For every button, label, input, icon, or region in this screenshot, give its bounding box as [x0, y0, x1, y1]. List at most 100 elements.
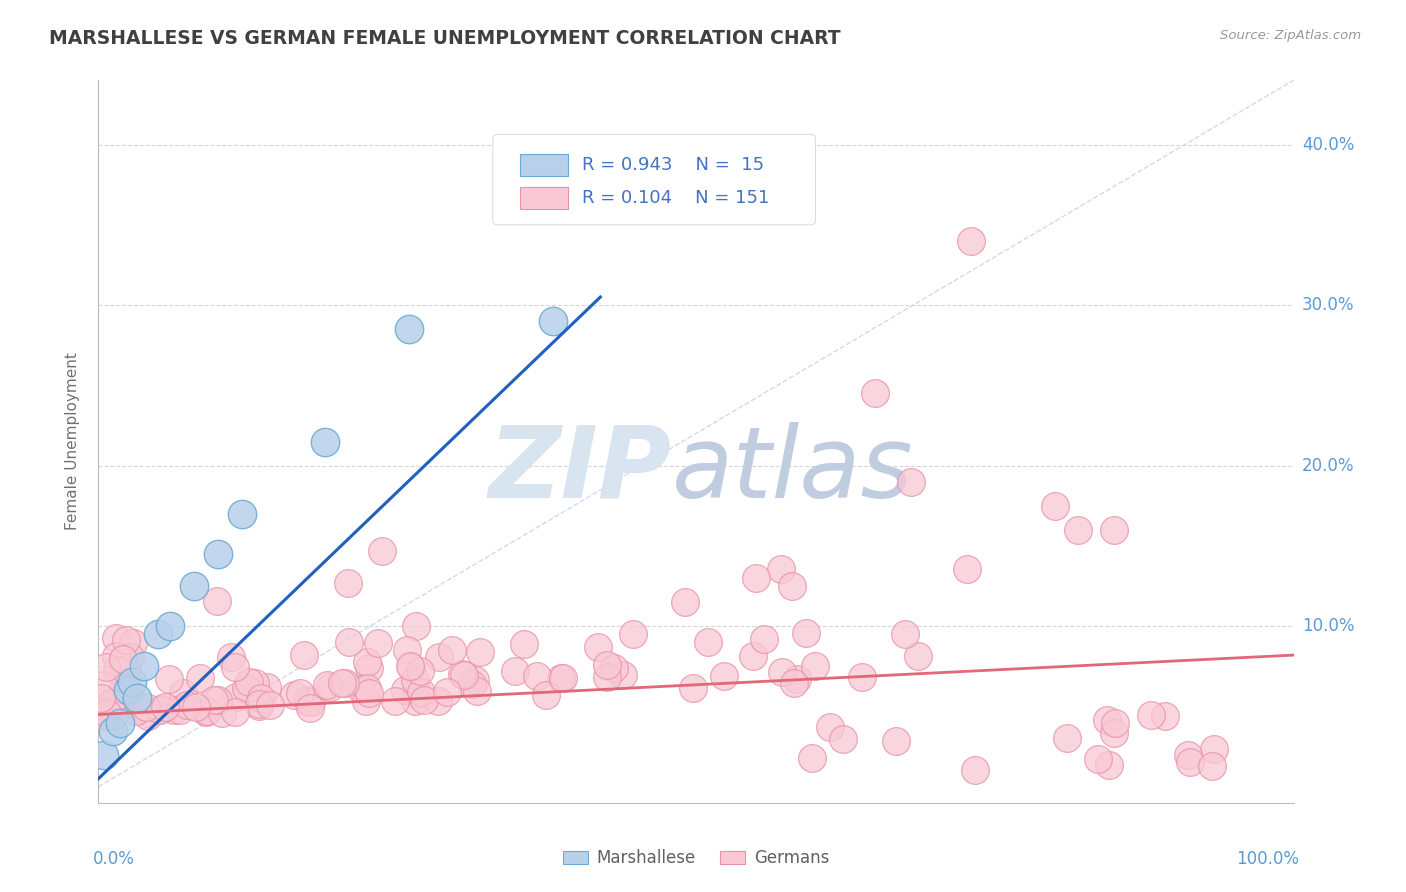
Point [907, 648, 929, 663]
Point [682, 681, 704, 695]
Point [96, 705, 118, 719]
Point [125, 691, 148, 706]
Point [1104, 523, 1126, 537]
Point [259, 698, 281, 713]
Point [235, 681, 257, 696]
Point [162, 703, 184, 717]
Point [818, 720, 841, 734]
Point [1177, 747, 1199, 762]
Point [783, 675, 806, 690]
Point [195, 704, 218, 718]
Point [101, 710, 124, 724]
FancyBboxPatch shape [520, 187, 568, 209]
Point [752, 632, 775, 646]
Point [256, 680, 278, 694]
Point [350, 681, 373, 696]
Point [541, 314, 564, 328]
Point [427, 650, 450, 665]
Point [1201, 758, 1223, 772]
Point [247, 697, 270, 711]
Point [794, 626, 817, 640]
Text: 20.0%: 20.0% [1302, 457, 1354, 475]
Point [900, 475, 922, 489]
Point [621, 627, 644, 641]
Point [865, 386, 887, 401]
Text: Source: ZipAtlas.com: Source: ZipAtlas.com [1220, 29, 1361, 42]
Text: R = 0.943    N =  15: R = 0.943 N = 15 [582, 156, 765, 174]
Point [90, 691, 112, 706]
Point [409, 684, 432, 698]
Point [115, 660, 138, 674]
Point [394, 682, 416, 697]
Point [1178, 755, 1201, 769]
Point [741, 649, 763, 664]
Text: R = 0.104    N = 151: R = 0.104 N = 151 [582, 189, 770, 207]
Point [149, 703, 172, 717]
Point [333, 675, 356, 690]
Point [176, 698, 198, 712]
Point [91, 678, 114, 692]
Point [534, 688, 557, 702]
Point [207, 547, 229, 561]
Point [211, 706, 233, 720]
Point [169, 703, 191, 717]
Y-axis label: Female Unemployment: Female Unemployment [65, 352, 80, 531]
Point [412, 693, 434, 707]
Point [207, 692, 229, 706]
Point [202, 692, 225, 706]
Point [451, 667, 474, 681]
Point [195, 706, 218, 720]
Point [405, 618, 427, 632]
Point [404, 673, 426, 687]
Point [1202, 742, 1225, 756]
Point [219, 649, 242, 664]
Text: MARSHALLESE VS GERMAN FEMALE UNEMPLOYMENT CORRELATION CHART: MARSHALLESE VS GERMAN FEMALE UNEMPLOYMEN… [49, 29, 841, 47]
Point [105, 649, 128, 664]
Point [804, 659, 827, 673]
Point [1087, 752, 1109, 766]
Point [596, 670, 619, 684]
Point [337, 576, 360, 591]
Point [526, 669, 548, 683]
Point [1097, 757, 1119, 772]
Point [299, 695, 322, 709]
Point [94, 660, 117, 674]
Point [105, 631, 128, 645]
Point [384, 694, 406, 708]
Point [832, 732, 855, 747]
Point [395, 643, 418, 657]
Point [112, 651, 135, 665]
Point [157, 672, 180, 686]
Point [505, 664, 527, 678]
Point [249, 698, 271, 713]
Point [1102, 726, 1125, 740]
Point [745, 571, 768, 585]
Point [780, 579, 803, 593]
Point [465, 684, 488, 698]
Point [371, 544, 394, 558]
Point [399, 660, 422, 674]
Text: 100.0%: 100.0% [1236, 850, 1299, 868]
Point [769, 562, 792, 576]
Point [111, 681, 134, 696]
Point [956, 562, 979, 576]
Point [461, 677, 484, 691]
Text: ZIP: ZIP [489, 422, 672, 519]
Point [110, 699, 132, 714]
Point [1104, 716, 1126, 731]
Point [115, 632, 138, 647]
Point [786, 673, 808, 687]
Point [225, 690, 247, 705]
Point [884, 734, 907, 748]
Point [356, 655, 378, 669]
Point [125, 705, 148, 719]
Point [295, 693, 318, 707]
Point [713, 669, 735, 683]
Point [409, 664, 432, 678]
Point [612, 667, 634, 681]
Point [963, 763, 986, 777]
Point [135, 700, 157, 714]
Point [337, 635, 360, 649]
Point [603, 661, 626, 675]
Point [118, 692, 141, 706]
